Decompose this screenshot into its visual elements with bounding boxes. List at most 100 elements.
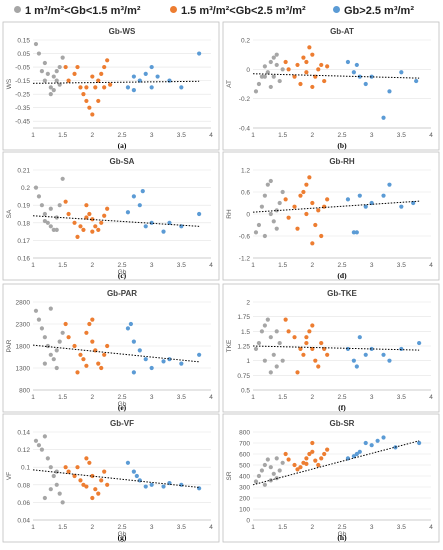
data-point-mid <box>304 70 309 75</box>
y-tick-label: 0.2 <box>241 38 250 45</box>
x-tick-label: 4 <box>429 262 433 269</box>
x-tick-label: 2.5 <box>337 262 346 269</box>
data-point-mid <box>292 335 297 340</box>
data-point-low <box>57 82 62 87</box>
data-point-high <box>414 78 419 84</box>
data-point-mid <box>78 352 83 357</box>
data-point-mid <box>75 465 80 470</box>
data-point-low <box>36 194 42 199</box>
data-point-mid <box>90 339 95 344</box>
data-point-low <box>39 447 45 452</box>
data-point-high <box>131 469 136 474</box>
x-tick-label: 1.5 <box>58 132 67 139</box>
data-point-mid <box>96 78 101 83</box>
data-point-low <box>265 182 270 187</box>
y-tick-label: 0.15 <box>17 38 30 45</box>
data-point-low <box>42 361 47 366</box>
data-point-high <box>149 220 154 225</box>
data-point-high <box>375 438 380 443</box>
x-tick-label: 1.5 <box>278 132 287 139</box>
data-point-mid <box>105 343 110 349</box>
x-tick-label: 3.5 <box>397 262 406 269</box>
data-point-high <box>131 339 136 344</box>
data-point-mid <box>75 370 80 375</box>
data-point-high <box>363 440 368 446</box>
data-point-high <box>351 358 356 363</box>
data-point-mid <box>78 478 83 483</box>
trend-line <box>32 469 200 488</box>
data-point-mid <box>63 465 68 470</box>
panel-label: (g) <box>118 533 127 542</box>
data-point-high <box>131 194 136 199</box>
data-point-high <box>381 115 386 120</box>
chart-title: Gb-SA <box>110 157 135 166</box>
x-tick-label: 2.5 <box>117 132 126 139</box>
data-point-mid <box>304 182 309 187</box>
data-point-low <box>60 330 65 335</box>
data-point-high <box>345 197 351 202</box>
data-point-mid <box>310 200 315 206</box>
data-point-low <box>280 358 285 363</box>
data-point-high <box>143 224 148 229</box>
data-point-low <box>262 462 267 468</box>
data-point-mid <box>307 329 312 334</box>
y-tick-label: 0.19 <box>17 203 30 210</box>
trend-line <box>252 345 420 351</box>
y-tick-label: 0.1 <box>21 465 30 472</box>
data-point-low <box>268 335 273 340</box>
data-point-mid <box>322 204 327 209</box>
data-point-mid <box>295 467 300 472</box>
data-point-mid <box>283 451 288 457</box>
data-point-high <box>357 335 362 340</box>
data-point-low <box>277 340 282 346</box>
data-point-mid <box>102 85 107 90</box>
data-point-low <box>60 176 65 181</box>
x-tick-label: 2.5 <box>117 394 126 401</box>
data-point-mid <box>87 211 92 217</box>
data-point-low <box>51 357 56 362</box>
x-tick-label: 1.5 <box>58 524 67 531</box>
data-point-low <box>274 52 279 57</box>
data-point-mid <box>325 197 330 202</box>
y-tick-label: 800 <box>239 430 250 437</box>
chart-title: Gb-RH <box>329 157 355 166</box>
data-point-low <box>60 500 65 505</box>
x-tick-label: 1 <box>31 394 35 401</box>
data-point-low <box>268 211 273 217</box>
x-tick-label: 2 <box>311 262 315 269</box>
x-tick-label: 4 <box>209 262 213 269</box>
data-point-low <box>253 346 259 352</box>
data-point-mid <box>322 451 327 457</box>
y-tick-label: 0 <box>246 67 250 74</box>
panel-label: (d) <box>337 271 347 280</box>
y-tick-label: 0.18 <box>17 220 30 227</box>
data-point-high <box>197 51 202 56</box>
data-point-high <box>417 440 422 446</box>
data-point-mid <box>295 370 300 375</box>
data-point-high <box>369 74 374 79</box>
data-point-low <box>271 219 276 224</box>
x-tick-label: 3.5 <box>177 132 186 139</box>
data-point-low <box>256 340 262 346</box>
data-point-low <box>54 365 59 371</box>
chart-title: Gb-TKE <box>327 289 357 298</box>
y-tick-label: -0.45 <box>15 119 30 126</box>
y-tick-label: 1300 <box>16 366 31 373</box>
data-point-mid <box>325 447 330 452</box>
data-point-mid <box>96 491 101 496</box>
y-tick-label: 1.5 <box>241 329 250 336</box>
chart-title: Gb-PAR <box>107 289 137 298</box>
data-point-low <box>253 89 259 94</box>
data-point-mid <box>292 462 297 468</box>
x-tick-label: 1 <box>251 524 255 531</box>
data-point-low <box>42 60 47 66</box>
data-point-mid <box>96 361 101 366</box>
x-tick-label: 3 <box>370 524 374 531</box>
panel-frame <box>222 21 440 151</box>
data-point-mid <box>99 220 104 225</box>
data-point-mid <box>310 323 315 328</box>
x-tick-label: 3.5 <box>177 394 186 401</box>
data-point-mid <box>304 59 309 65</box>
